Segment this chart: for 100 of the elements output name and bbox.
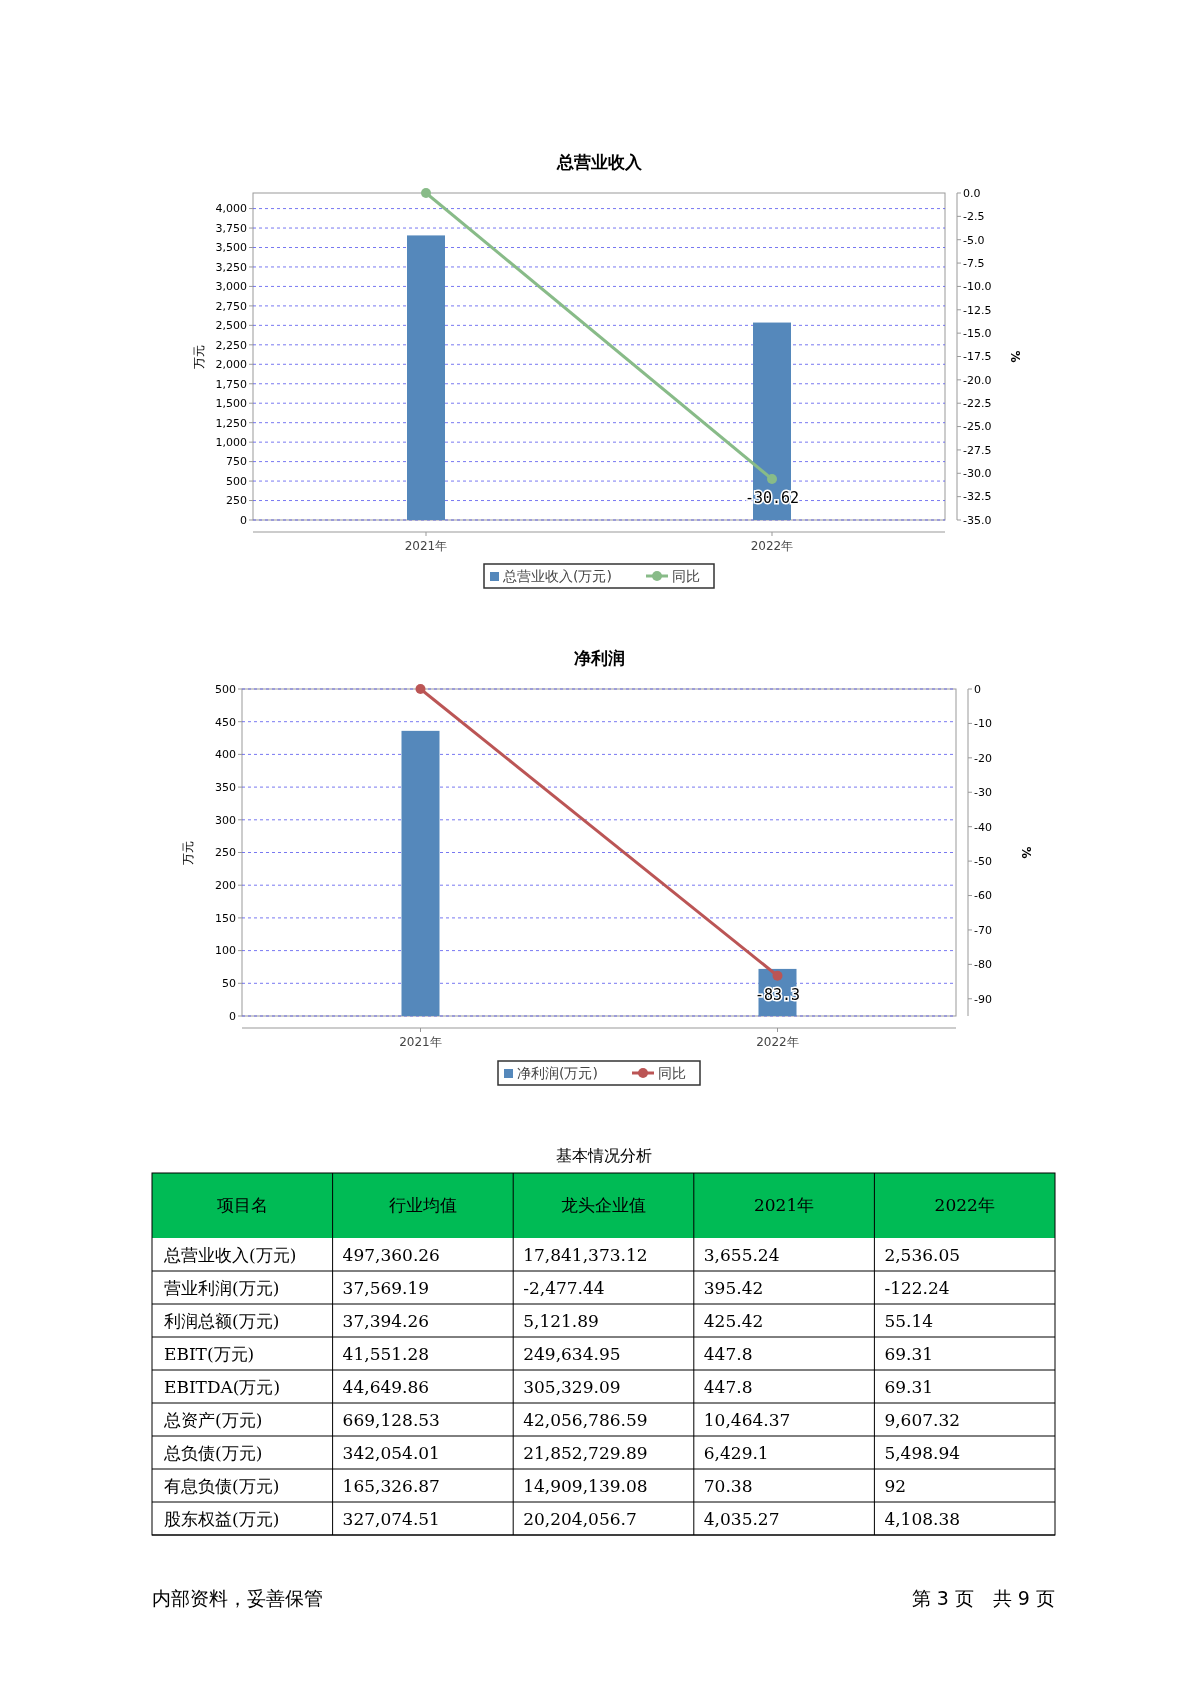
y-tick-label: 400	[215, 748, 236, 762]
data-label: 4,035.27	[703, 1508, 780, 1529]
data-label: 447.8	[703, 1376, 753, 1397]
y2-tick-label: -80	[974, 958, 992, 972]
data-label: 17,841,373.12	[523, 1244, 648, 1265]
text: 项目名	[216, 1195, 268, 1216]
data-label: 41,551.28	[342, 1343, 430, 1364]
data-label: 10,464.37	[703, 1409, 791, 1430]
data-label: 70.38	[703, 1475, 753, 1496]
y-tick-label: 2,000	[215, 358, 247, 372]
y2-tick-label: -12.5	[963, 303, 992, 317]
y2-tick-label: -25.0	[963, 420, 992, 434]
data-label: 69.31	[884, 1343, 934, 1364]
category-label: 总营业收入(万元)	[163, 1244, 297, 1265]
y2-tick-label: -20.0	[963, 373, 992, 387]
y2-tick-label: -70	[974, 923, 992, 937]
y2-tick-label: -30	[974, 786, 992, 800]
y2-tick-label: -20	[974, 751, 992, 765]
y-tick-label: 3,250	[215, 260, 247, 274]
y2-tick-label: 0.0	[963, 186, 981, 200]
y2-axis-title: %	[1008, 350, 1022, 363]
y2-tick-label: -10.0	[963, 280, 992, 294]
y-tick-label: 3,500	[215, 241, 247, 255]
y2-axis-title: %	[1019, 846, 1033, 859]
y2-tick-label: 0	[974, 682, 981, 696]
y-tick-label: 350	[215, 780, 236, 794]
y2-tick-label: -27.5	[963, 443, 992, 457]
data-label: 249,634.95	[523, 1343, 621, 1364]
y2-tick-label: -2.5	[963, 210, 985, 224]
y-tick-label: 1,500	[215, 397, 247, 411]
y-tick-label: 300	[215, 813, 236, 827]
legend-label: 同比	[658, 1064, 686, 1081]
data-label: 37,569.19	[342, 1277, 430, 1298]
y-tick-label: 2,750	[215, 299, 247, 313]
data-label: 2,536.05	[884, 1244, 961, 1265]
y-tick-label: 0	[229, 1009, 236, 1023]
y-tick-label: 4,000	[215, 202, 247, 216]
y-tick-label: 1,000	[215, 435, 247, 449]
data-label: 20,204,056.7	[523, 1508, 637, 1529]
y-tick-label: 250	[215, 846, 236, 860]
data-label: -122.24	[884, 1277, 950, 1298]
data-label: 42,056,786.59	[523, 1409, 648, 1430]
y2-tick-label: -17.5	[963, 350, 992, 364]
y2-tick-label: -60	[974, 889, 992, 903]
y-tick-label: 200	[215, 879, 236, 893]
chart-title: 净利润	[573, 648, 625, 668]
y-tick-label: 3,750	[215, 221, 247, 235]
text: 内部资料，妥善保管	[152, 1587, 323, 1609]
y2-tick-label: -10	[974, 717, 992, 731]
y-tick-label: 250	[226, 494, 247, 508]
legend-label: 净利润(万元)	[517, 1064, 598, 1081]
data-label: 55.14	[884, 1310, 934, 1331]
category-label: 利润总额(万元)	[164, 1310, 280, 1331]
y-tick-label: 450	[215, 715, 236, 729]
y-tick-label: 0	[240, 513, 247, 527]
y2-tick-label: -7.5	[963, 256, 985, 270]
data-label: 425.42	[703, 1310, 764, 1331]
data-label: 37,394.26	[342, 1310, 430, 1331]
legend-label: 同比	[672, 567, 700, 584]
y2-tick-label: -35.0	[963, 513, 992, 527]
text: 2022年	[934, 1195, 995, 1216]
chart-title: 总营业收入	[555, 152, 643, 172]
data-label: 305,329.09	[523, 1376, 621, 1397]
data-label: 669,128.53	[342, 1409, 440, 1430]
y-tick-label: 50	[222, 977, 236, 991]
y2-tick-label: -22.5	[963, 397, 992, 411]
text: 第 3 页 共 9 页	[911, 1587, 1055, 1609]
y2-tick-label: -90	[974, 992, 992, 1006]
text: 行业均值	[388, 1195, 457, 1216]
category-label: 股东权益(万元)	[164, 1508, 280, 1529]
data-label: 92	[884, 1475, 907, 1496]
data-label: 21,852,729.89	[523, 1442, 648, 1463]
data-label: 69.31	[884, 1376, 934, 1397]
y-tick-label: 1,250	[215, 416, 247, 430]
data-label: 4,108.38	[884, 1508, 961, 1529]
y-tick-label: 2,250	[215, 338, 247, 352]
data-label: 9,607.32	[884, 1409, 961, 1430]
data-label: 6,429.1	[703, 1442, 769, 1463]
y2-tick-label: -5.0	[963, 233, 985, 247]
category-label: 总负债(万元)	[163, 1442, 263, 1463]
category-label: 有息负债(万元)	[164, 1475, 280, 1496]
data-label: 5,121.89	[523, 1310, 599, 1331]
y-axis-title: 万元	[181, 840, 195, 865]
text: 2021年	[753, 1195, 815, 1216]
y2-tick-label: -50	[974, 854, 992, 868]
category-label: 总资产(万元)	[163, 1409, 263, 1430]
y-tick-label: 500	[226, 474, 247, 488]
text: 基本情况分析	[555, 1146, 652, 1165]
y-tick-label: 2,500	[215, 319, 247, 333]
data-label: 327,074.51	[342, 1508, 440, 1529]
category-label: 营业利润(万元)	[164, 1277, 280, 1298]
y-tick-label: 500	[215, 682, 236, 696]
y2-tick-label: -15.0	[963, 326, 992, 340]
y-tick-label: 1,750	[215, 377, 247, 391]
legend-label: 总营业收入(万元)	[502, 567, 612, 584]
y-tick-label: 750	[226, 455, 247, 469]
y2-tick-label: -40	[974, 820, 992, 834]
data-label: 3,655.24	[703, 1244, 780, 1265]
data-label: 44,649.86	[342, 1376, 430, 1397]
data-label: 5,498.94	[884, 1442, 961, 1463]
